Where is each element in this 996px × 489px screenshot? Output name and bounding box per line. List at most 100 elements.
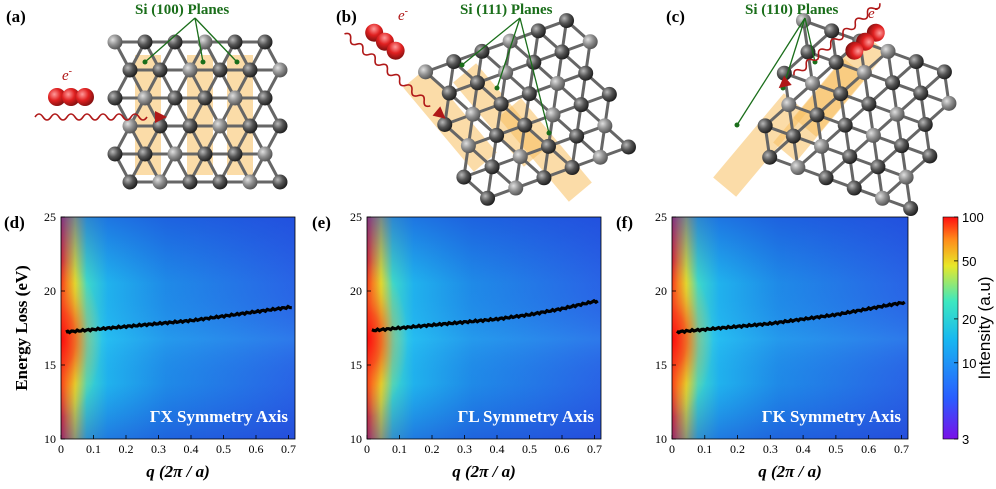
panel-label: (f) <box>616 213 633 232</box>
si-atom <box>621 139 637 155</box>
x-tick-label: 0.1 <box>86 442 101 456</box>
si-atom <box>880 43 896 59</box>
si-atom <box>824 23 840 39</box>
lattice-plane <box>713 93 807 197</box>
pointer-dot <box>734 122 740 128</box>
planes-label: Si (110) Planes <box>745 2 839 18</box>
si-atom <box>122 62 138 78</box>
si-atom <box>212 62 228 78</box>
x-tick-label: 0.1 <box>392 442 407 456</box>
si-atom <box>460 138 476 154</box>
si-atom <box>107 146 123 162</box>
si-atom <box>828 54 844 70</box>
plot-frame <box>60 216 296 440</box>
electron-sphere <box>845 41 864 60</box>
arrow-head <box>778 75 792 89</box>
y-tick-label: 25 <box>44 210 56 224</box>
si-atom <box>137 146 153 162</box>
si-atom <box>107 34 123 50</box>
si-atom <box>152 118 168 134</box>
y-tick-label: 15 <box>655 358 667 372</box>
colorbar-tick-label: 3 <box>962 432 969 447</box>
electron-label: e- <box>868 4 878 22</box>
electron-sphere <box>62 88 80 106</box>
si-atom <box>898 169 914 185</box>
si-atom <box>257 146 273 162</box>
si-atom <box>508 180 524 196</box>
si-atom <box>167 34 183 50</box>
si-atom <box>837 117 853 133</box>
x-tick-label: 0.6 <box>861 442 876 456</box>
electron-beam <box>778 3 885 89</box>
pointer-dot <box>546 130 552 136</box>
si-atom <box>242 118 258 134</box>
y-tick-label: 20 <box>655 284 667 298</box>
colorbar-title: Intensity (a.u) <box>975 277 994 380</box>
y-tick-label: 25 <box>655 210 667 224</box>
si-atom <box>842 149 858 165</box>
y-tick-label: 15 <box>44 358 56 372</box>
si-atom <box>227 90 243 106</box>
wave-trail <box>793 3 881 76</box>
pointer-line <box>782 17 806 89</box>
electron-sphere <box>48 88 66 106</box>
planes-label: Si (111) Planes <box>460 2 553 18</box>
si-atom <box>865 127 881 143</box>
si-atom <box>493 96 509 112</box>
symmetry-axis-label: ΓK Symmetry Axis <box>762 407 902 426</box>
si-atom <box>227 34 243 50</box>
x-tick-label: 0.5 <box>828 442 843 456</box>
plasmon-dispersion-line <box>371 298 599 333</box>
si-atom <box>757 118 773 134</box>
si-atom <box>805 75 821 91</box>
si-atom <box>809 107 825 123</box>
si-atom <box>846 180 862 196</box>
si-atom <box>833 86 849 102</box>
electron-label: e- <box>398 6 408 24</box>
heatmap-panel-3: 0 0.1 0.2 0.3 0.4 0.5 0.6 0.7 10 15 20 25 (f) ΓK Symm… <box>616 210 909 481</box>
si-atom <box>776 65 792 81</box>
si-atom <box>885 75 901 91</box>
si-atom <box>781 97 797 113</box>
si-atom <box>197 34 213 50</box>
si-atom <box>272 118 288 134</box>
planes-label: Si (100) Planes <box>135 2 229 18</box>
si-atom <box>137 90 153 106</box>
colorbar-tick-label: 100 <box>962 210 984 225</box>
x-tick-label: 0.3 <box>763 442 778 456</box>
si-atom <box>512 149 528 165</box>
x-tick-label: 0.3 <box>457 442 472 456</box>
si-atom <box>212 118 228 134</box>
y-tick-label: 10 <box>655 432 667 446</box>
si-atom <box>559 13 575 29</box>
si-atom <box>908 54 924 70</box>
si-atom <box>441 85 457 101</box>
arrow-head <box>155 111 167 123</box>
si-atom <box>152 62 168 78</box>
panel-label: (a) <box>6 7 26 26</box>
symmetry-axis-label: ΓL Symmetry Axis <box>458 407 595 426</box>
si-atom <box>257 34 273 50</box>
si-atom <box>856 65 872 81</box>
y-tick-label: 20 <box>350 284 362 298</box>
panel-label: (b) <box>336 7 357 26</box>
panel-label: (e) <box>312 213 331 232</box>
symmetry-axis-label: ΓX Symmetry Axis <box>150 407 289 426</box>
si-atom <box>272 174 288 190</box>
x-tick-label: 0.2 <box>425 442 440 456</box>
si-atom <box>182 118 198 134</box>
si-atom <box>582 34 598 50</box>
electron-charge: - <box>69 66 72 77</box>
si-atom <box>484 159 500 175</box>
eels-heatmaps: 0 0.1 0.2 0.3 0.4 0.5 0.6 0.7 10 15 20 25 (d) ΓX Symm… <box>4 210 909 481</box>
colorbar-tick-label: 10 <box>962 356 976 371</box>
electron-beam <box>344 23 446 119</box>
x-axis-title: q (2π / a) <box>452 462 516 481</box>
si-atom <box>903 201 919 217</box>
pointer-line <box>144 17 196 63</box>
pointer-line <box>804 17 816 63</box>
si-atom <box>227 146 243 162</box>
si-atom <box>870 159 886 175</box>
colorbar-tick-label: 50 <box>962 254 976 269</box>
